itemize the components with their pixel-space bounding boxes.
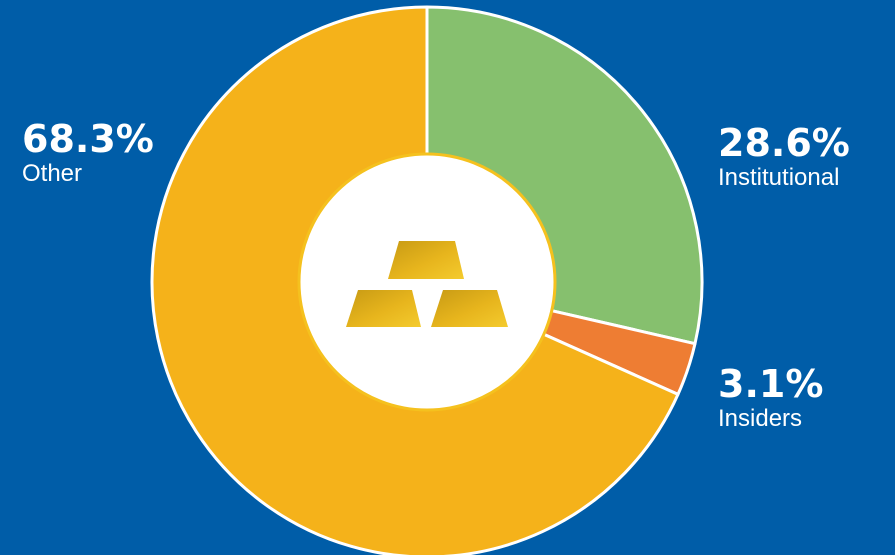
label-insiders-value: 3.1% bbox=[718, 362, 824, 406]
label-other: 68.3% Other bbox=[22, 120, 154, 186]
label-insiders-name: Insiders bbox=[718, 405, 803, 432]
donut-center bbox=[297, 152, 557, 412]
label-other-value: 68.3% bbox=[22, 117, 154, 161]
gold-bars-icon bbox=[346, 241, 508, 327]
label-other-name: Other bbox=[22, 160, 83, 187]
label-institutional: 28.6% Institutional bbox=[718, 124, 850, 190]
label-insiders: 3.1% Insiders bbox=[718, 365, 823, 431]
label-institutional-name: Institutional bbox=[718, 164, 840, 191]
label-institutional-value: 28.6% bbox=[718, 121, 850, 165]
